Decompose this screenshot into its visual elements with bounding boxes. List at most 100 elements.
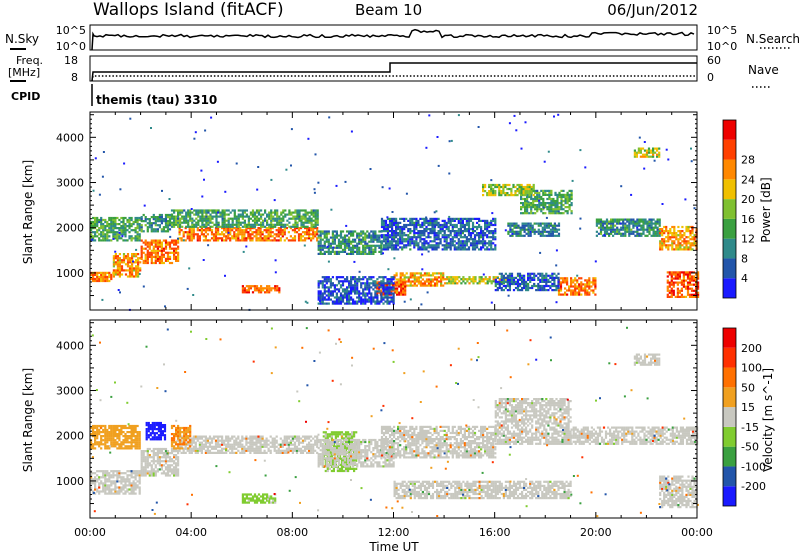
power-cell — [144, 218, 147, 221]
power-cell — [241, 291, 244, 294]
power-cell — [360, 286, 363, 289]
power-cell — [431, 232, 434, 235]
power-cell — [386, 230, 390, 233]
power-cell — [283, 231, 286, 234]
power-cell — [482, 236, 485, 239]
power-cell — [447, 225, 450, 229]
power-cell — [476, 228, 479, 231]
power-cell — [566, 289, 569, 292]
power-cell — [504, 286, 507, 290]
power-cell — [500, 278, 503, 281]
power-cell — [449, 230, 452, 233]
power-cell — [403, 240, 406, 243]
power-cell — [409, 236, 412, 239]
power-cell — [614, 224, 617, 227]
power-cell — [431, 278, 435, 281]
power-cell — [374, 230, 377, 233]
power-cell — [681, 240, 684, 243]
power-cell — [173, 211, 176, 214]
power-cell — [116, 237, 119, 240]
power-cell — [415, 223, 418, 227]
power-cell — [576, 291, 579, 294]
power-cell — [523, 224, 526, 227]
power-cell — [570, 197, 573, 201]
power-cell — [667, 248, 670, 251]
power-cell — [178, 237, 181, 240]
power-cell — [685, 236, 688, 239]
power-cell — [269, 227, 272, 230]
power-cell — [624, 218, 627, 221]
power-cell — [574, 287, 577, 290]
power-cell — [323, 244, 326, 247]
power-cell — [652, 149, 655, 152]
power-cell — [576, 279, 579, 282]
power-cell — [661, 230, 664, 233]
power-cell — [120, 231, 123, 234]
power-cell — [364, 292, 367, 295]
power-cell — [461, 223, 464, 227]
power-cell — [552, 204, 555, 207]
power-cell — [401, 274, 404, 277]
power-cell — [670, 295, 673, 298]
power-cell — [429, 284, 433, 287]
power-cell — [540, 189, 543, 192]
power-cell — [560, 199, 563, 203]
power-cell — [547, 222, 550, 225]
power-cell — [136, 223, 139, 226]
power-cell — [556, 210, 559, 213]
power-cell — [622, 224, 625, 227]
power-cell — [272, 287, 275, 290]
power-cell — [407, 244, 410, 247]
power-cell — [494, 219, 497, 222]
power-cell — [530, 206, 533, 209]
power-cell — [354, 276, 357, 279]
power-cell — [368, 296, 371, 299]
power-cell — [556, 204, 559, 207]
power-cell — [380, 217, 384, 220]
velocity-cell — [124, 492, 127, 495]
power-cell — [382, 298, 385, 301]
power-cell — [382, 296, 385, 299]
power-cell — [480, 242, 483, 245]
power-cell — [221, 223, 224, 226]
power-cell — [193, 137, 196, 140]
power-cell — [118, 263, 121, 266]
power-cell — [524, 121, 527, 124]
power-cell — [112, 223, 115, 226]
power-cell — [642, 218, 645, 221]
power-cell — [325, 250, 328, 253]
power-cell — [521, 280, 524, 283]
power-cell — [632, 222, 635, 225]
power-cell — [170, 213, 174, 216]
power-cell — [112, 216, 115, 220]
power-cell — [126, 218, 129, 222]
power-cell — [553, 222, 556, 225]
power-cell — [255, 285, 259, 288]
power-cell — [360, 238, 363, 241]
velocity-cell — [92, 472, 95, 475]
power-cell — [605, 230, 609, 233]
power-cell — [382, 244, 386, 247]
power-cell — [514, 192, 517, 195]
power-cell — [316, 233, 319, 236]
power-cell — [362, 294, 365, 297]
power-cell — [686, 277, 690, 280]
power-cell — [453, 244, 456, 247]
power-cell — [391, 223, 394, 227]
power-cell — [388, 219, 392, 222]
power-cell — [335, 288, 338, 291]
power-cell — [530, 192, 533, 195]
power-cell — [425, 230, 428, 233]
power-cell — [491, 212, 494, 215]
power-cell — [148, 220, 151, 223]
power-cell — [463, 236, 466, 239]
power-cell — [522, 187, 525, 191]
power-cell — [413, 282, 416, 285]
power-cell — [102, 279, 105, 283]
power-cell — [217, 229, 220, 232]
power-cell — [391, 246, 394, 249]
power-cell — [388, 244, 392, 247]
power-cell — [400, 291, 403, 294]
power-cell — [403, 244, 406, 247]
power-cell — [140, 224, 143, 227]
